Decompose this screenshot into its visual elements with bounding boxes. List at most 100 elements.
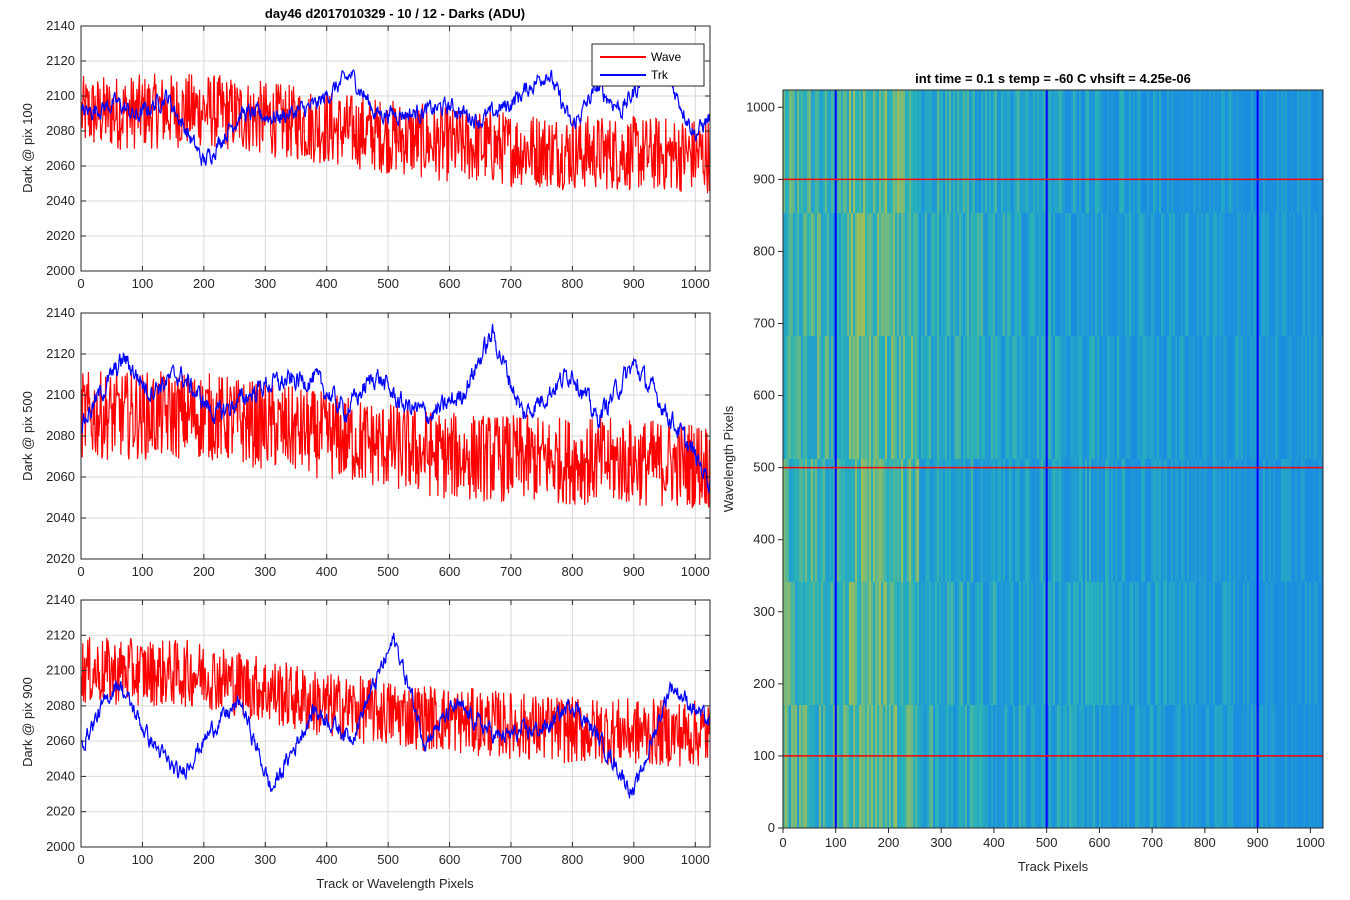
heatmap-cell: [1189, 705, 1192, 829]
heatmap-cell: [1053, 213, 1056, 337]
heatmap-cell: [861, 459, 864, 583]
heatmap-cell: [1297, 213, 1300, 337]
heatmap-cell: [1055, 459, 1058, 583]
heatmap-cell: [1295, 213, 1298, 337]
heatmap-cell: [933, 213, 936, 337]
heatmap-cell: [1293, 336, 1296, 460]
heatmap-cell: [799, 90, 802, 214]
heatmap-cell: [1033, 459, 1036, 583]
heatmap-cell: [1289, 213, 1292, 337]
x-tick-label: 600: [439, 852, 461, 867]
heatmap-cell: [1043, 459, 1046, 583]
heatmap-cell: [1035, 459, 1038, 583]
heatmap-cell: [1189, 582, 1192, 706]
heatmap-cell: [805, 90, 808, 214]
heatmap-cell: [1191, 213, 1194, 337]
heatmap-cell: [1245, 336, 1248, 460]
heatmap-cell: [1305, 336, 1308, 460]
heatmap-cell: [1285, 90, 1288, 214]
heatmap-cell: [1021, 90, 1024, 214]
heatmap-cell: [1167, 213, 1170, 337]
heatmap-cell: [855, 213, 858, 337]
heatmap-cell: [949, 336, 952, 460]
heatmap-cell: [929, 90, 932, 214]
heatmap-cell: [995, 582, 998, 706]
heatmap-cell: [887, 705, 890, 829]
heatmap-cell: [1159, 705, 1162, 829]
heatmap-cell: [1017, 705, 1020, 829]
heatmap-cell: [813, 336, 816, 460]
x-tick-label: 400: [316, 564, 338, 579]
heatmap-cell: [903, 705, 906, 829]
heatmap-cell: [911, 582, 914, 706]
heatmap-cell: [1127, 213, 1130, 337]
heatmap-cell: [1197, 90, 1200, 214]
heatmap-cell: [945, 336, 948, 460]
panel-2-plot-area: [81, 323, 710, 509]
heatmap-cell: [921, 705, 924, 829]
heatmap-cell: [959, 459, 962, 583]
series-trk-line: [81, 48, 710, 166]
heatmap-cell: [1215, 90, 1218, 214]
heatmap-cell: [969, 705, 972, 829]
heatmap-cell: [867, 336, 870, 460]
heatmap-cell: [1109, 213, 1112, 337]
heatmap-cell: [833, 213, 836, 337]
heatmap-cell: [809, 582, 812, 706]
heatmap-cell: [1273, 90, 1276, 214]
heatmap-cell: [1155, 582, 1158, 706]
heatmap-cell: [1207, 705, 1210, 829]
heatmap-cell: [1005, 336, 1008, 460]
heatmap-cell: [1143, 213, 1146, 337]
heatmap-cell: [1029, 705, 1032, 829]
heatmap-cell: [1311, 213, 1314, 337]
heatmap-cell: [1143, 705, 1146, 829]
heatmap-cell: [1283, 213, 1286, 337]
heatmap-cell: [1155, 705, 1158, 829]
panel-2-ylabel: Dark @ pix 500: [20, 391, 35, 481]
heatmap-cell: [1015, 459, 1018, 583]
heatmap-cell: [1129, 336, 1132, 460]
heatmap-cell: [901, 582, 904, 706]
heatmap-cell: [1305, 459, 1308, 583]
heatmap-cell: [1175, 213, 1178, 337]
heatmap-cell: [949, 90, 952, 214]
heatmap-cell: [1153, 705, 1156, 829]
heatmap-cell: [1149, 213, 1152, 337]
heatmap-cell: [783, 213, 786, 337]
heatmap-cell: [887, 582, 890, 706]
heatmap-cell: [913, 582, 916, 706]
heatmap-cell: [879, 90, 882, 214]
heatmap-cell: [975, 459, 978, 583]
heatmap-cell: [1141, 336, 1144, 460]
heatmap-cell: [1223, 459, 1226, 583]
heatmap-cell: [1105, 705, 1108, 829]
heatmap-cell: [865, 213, 868, 337]
heatmap-cell: [785, 459, 788, 583]
heatmap-cell: [1131, 336, 1134, 460]
heatmap-cell: [985, 336, 988, 460]
heatmap-cell: [847, 213, 850, 337]
heatmap-cell: [1033, 705, 1036, 829]
heatmap-cell: [979, 459, 982, 583]
heatmap-cell: [1059, 336, 1062, 460]
heatmap-cell: [1277, 582, 1280, 706]
heatmap-cell: [969, 582, 972, 706]
heatmap-cell: [1131, 213, 1134, 337]
heatmap-cell: [1027, 336, 1030, 460]
heatmap-cell: [1185, 336, 1188, 460]
heatmap-cell: [785, 705, 788, 829]
y-tick-label: 2000: [46, 263, 75, 278]
y-tick-label: 2060: [46, 469, 75, 484]
heatmap-cell: [813, 213, 816, 337]
heatmap-cell: [1239, 459, 1242, 583]
heatmap-cell: [817, 336, 820, 460]
heatmap-cell: [943, 213, 946, 337]
heatmap-cell: [801, 705, 804, 829]
heatmap-y-tick-label: 1000: [746, 99, 775, 114]
heatmap-cell: [1275, 336, 1278, 460]
heatmap-cell: [825, 582, 828, 706]
